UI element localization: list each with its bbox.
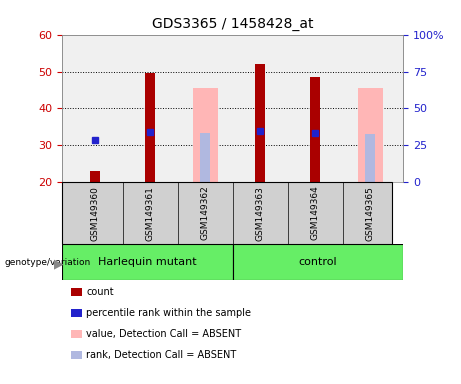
Text: GSM149364: GSM149364 xyxy=(311,186,320,240)
Bar xyxy=(358,88,383,182)
Text: genotype/variation: genotype/variation xyxy=(5,258,91,266)
Bar xyxy=(201,133,210,182)
Text: ▶: ▶ xyxy=(54,258,64,270)
Bar xyxy=(90,171,100,182)
Bar xyxy=(366,134,375,182)
Text: GSM149360: GSM149360 xyxy=(91,186,100,240)
Bar xyxy=(145,73,155,182)
Bar xyxy=(193,88,218,182)
Text: GSM149363: GSM149363 xyxy=(256,186,265,240)
Text: GSM149361: GSM149361 xyxy=(146,186,155,240)
Text: GSM149362: GSM149362 xyxy=(201,186,210,240)
Text: control: control xyxy=(299,257,337,267)
Bar xyxy=(310,77,320,182)
Bar xyxy=(62,244,233,280)
Text: Harlequin mutant: Harlequin mutant xyxy=(98,257,197,267)
Text: rank, Detection Call = ABSENT: rank, Detection Call = ABSENT xyxy=(86,350,236,360)
Text: GSM149365: GSM149365 xyxy=(366,186,375,240)
Text: value, Detection Call = ABSENT: value, Detection Call = ABSENT xyxy=(86,329,241,339)
Title: GDS3365 / 1458428_at: GDS3365 / 1458428_at xyxy=(152,17,313,31)
Text: percentile rank within the sample: percentile rank within the sample xyxy=(86,308,251,318)
Bar xyxy=(255,64,265,182)
Text: count: count xyxy=(86,287,114,297)
Bar xyxy=(233,244,403,280)
